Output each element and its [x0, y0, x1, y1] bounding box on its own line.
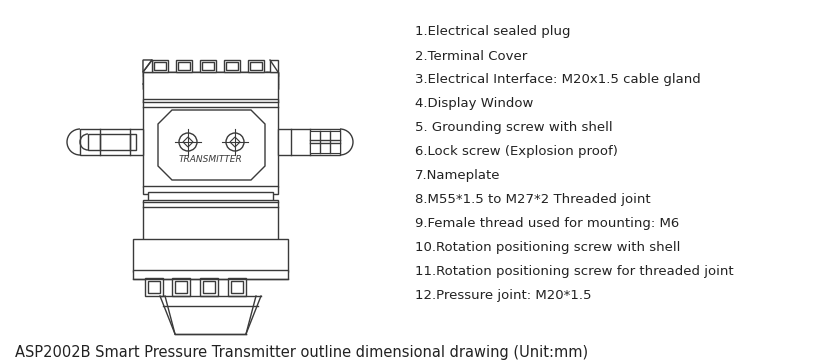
Polygon shape — [80, 129, 143, 155]
Bar — [133, 270, 288, 279]
Bar — [224, 60, 240, 72]
Polygon shape — [266, 72, 278, 76]
Bar — [212, 72, 225, 84]
Text: 12.Pressure joint: M20*1.5: 12.Pressure joint: M20*1.5 — [415, 290, 591, 303]
Bar — [248, 60, 264, 72]
Polygon shape — [158, 110, 265, 180]
Bar — [143, 186, 278, 194]
Polygon shape — [266, 72, 278, 76]
Bar — [175, 281, 187, 293]
Polygon shape — [143, 72, 149, 76]
Text: 9.Female thread used for mounting: M6: 9.Female thread used for mounting: M6 — [415, 218, 679, 231]
Bar — [228, 278, 246, 296]
Polygon shape — [143, 72, 149, 76]
Bar — [143, 84, 278, 89]
Text: 7.Nameplate: 7.Nameplate — [415, 169, 501, 182]
Bar — [202, 62, 214, 70]
Bar — [148, 281, 160, 293]
Bar — [250, 62, 262, 70]
Bar — [143, 200, 278, 242]
Text: TRANSMITTER: TRANSMITTER — [178, 156, 242, 164]
Text: ASP2002B Smart Pressure Transmitter outline dimensional drawing (Unit:mm): ASP2002B Smart Pressure Transmitter outl… — [15, 345, 588, 359]
Polygon shape — [310, 131, 340, 153]
Bar — [145, 278, 163, 296]
Bar — [143, 99, 278, 187]
Text: 10.Rotation positioning screw with shell: 10.Rotation positioning screw with shell — [415, 241, 681, 254]
Polygon shape — [88, 134, 136, 150]
Bar — [236, 72, 249, 84]
Bar — [172, 278, 190, 296]
Text: 3.Electrical Interface: M20x1.5 cable gland: 3.Electrical Interface: M20x1.5 cable gl… — [415, 73, 700, 87]
Bar — [149, 72, 162, 84]
Bar — [143, 84, 278, 89]
Bar — [152, 60, 168, 72]
Text: 4.Display Window: 4.Display Window — [415, 97, 534, 110]
Bar — [176, 60, 192, 72]
Bar — [168, 72, 181, 84]
Polygon shape — [270, 60, 278, 72]
Text: 2.Terminal Cover: 2.Terminal Cover — [415, 50, 527, 63]
Bar — [143, 76, 278, 84]
Polygon shape — [143, 60, 152, 72]
Bar — [143, 72, 278, 102]
Bar — [148, 192, 273, 202]
Bar — [231, 281, 243, 293]
Polygon shape — [143, 60, 152, 72]
Bar — [154, 62, 166, 70]
Text: 8.M55*1.5 to M27*2 Threaded joint: 8.M55*1.5 to M27*2 Threaded joint — [415, 194, 651, 206]
Bar — [143, 72, 278, 84]
Bar — [192, 72, 205, 84]
Bar — [133, 239, 288, 272]
Bar — [178, 62, 190, 70]
Bar — [200, 60, 216, 72]
Bar — [200, 278, 218, 296]
Polygon shape — [278, 129, 340, 155]
Text: 1.Electrical sealed plug: 1.Electrical sealed plug — [415, 25, 571, 38]
Bar — [226, 62, 238, 70]
Text: 11.Rotation positioning screw for threaded joint: 11.Rotation positioning screw for thread… — [415, 265, 733, 278]
Bar — [254, 72, 267, 84]
Text: 5. Grounding screw with shell: 5. Grounding screw with shell — [415, 122, 613, 135]
Text: 6.Lock screw (Explosion proof): 6.Lock screw (Explosion proof) — [415, 146, 618, 159]
Bar — [203, 281, 215, 293]
